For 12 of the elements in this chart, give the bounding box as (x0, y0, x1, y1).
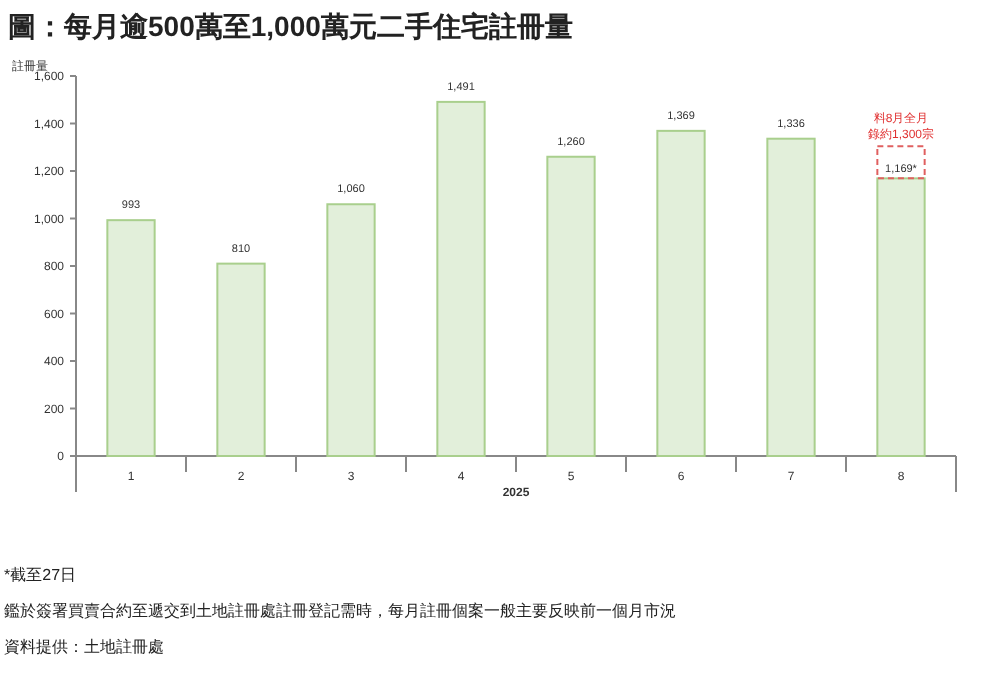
bar (876, 177, 926, 457)
chart-title: 圖：每月逾500萬至1,000萬元二手住宅註冊量 (8, 10, 573, 42)
bar (656, 129, 706, 457)
bar (436, 100, 486, 457)
text: 鑑於簽署買賣合約至遞交到土地註冊處註冊登記需時，每月註冊個案一般主要反映前一個月市況 (4, 602, 676, 620)
bar (546, 155, 596, 457)
text: 資料提供：土地註冊處 (4, 638, 164, 656)
bar (106, 219, 156, 457)
bar (326, 203, 376, 457)
text: *截至27日 (4, 566, 77, 584)
bar (766, 137, 816, 457)
bar (216, 262, 266, 457)
